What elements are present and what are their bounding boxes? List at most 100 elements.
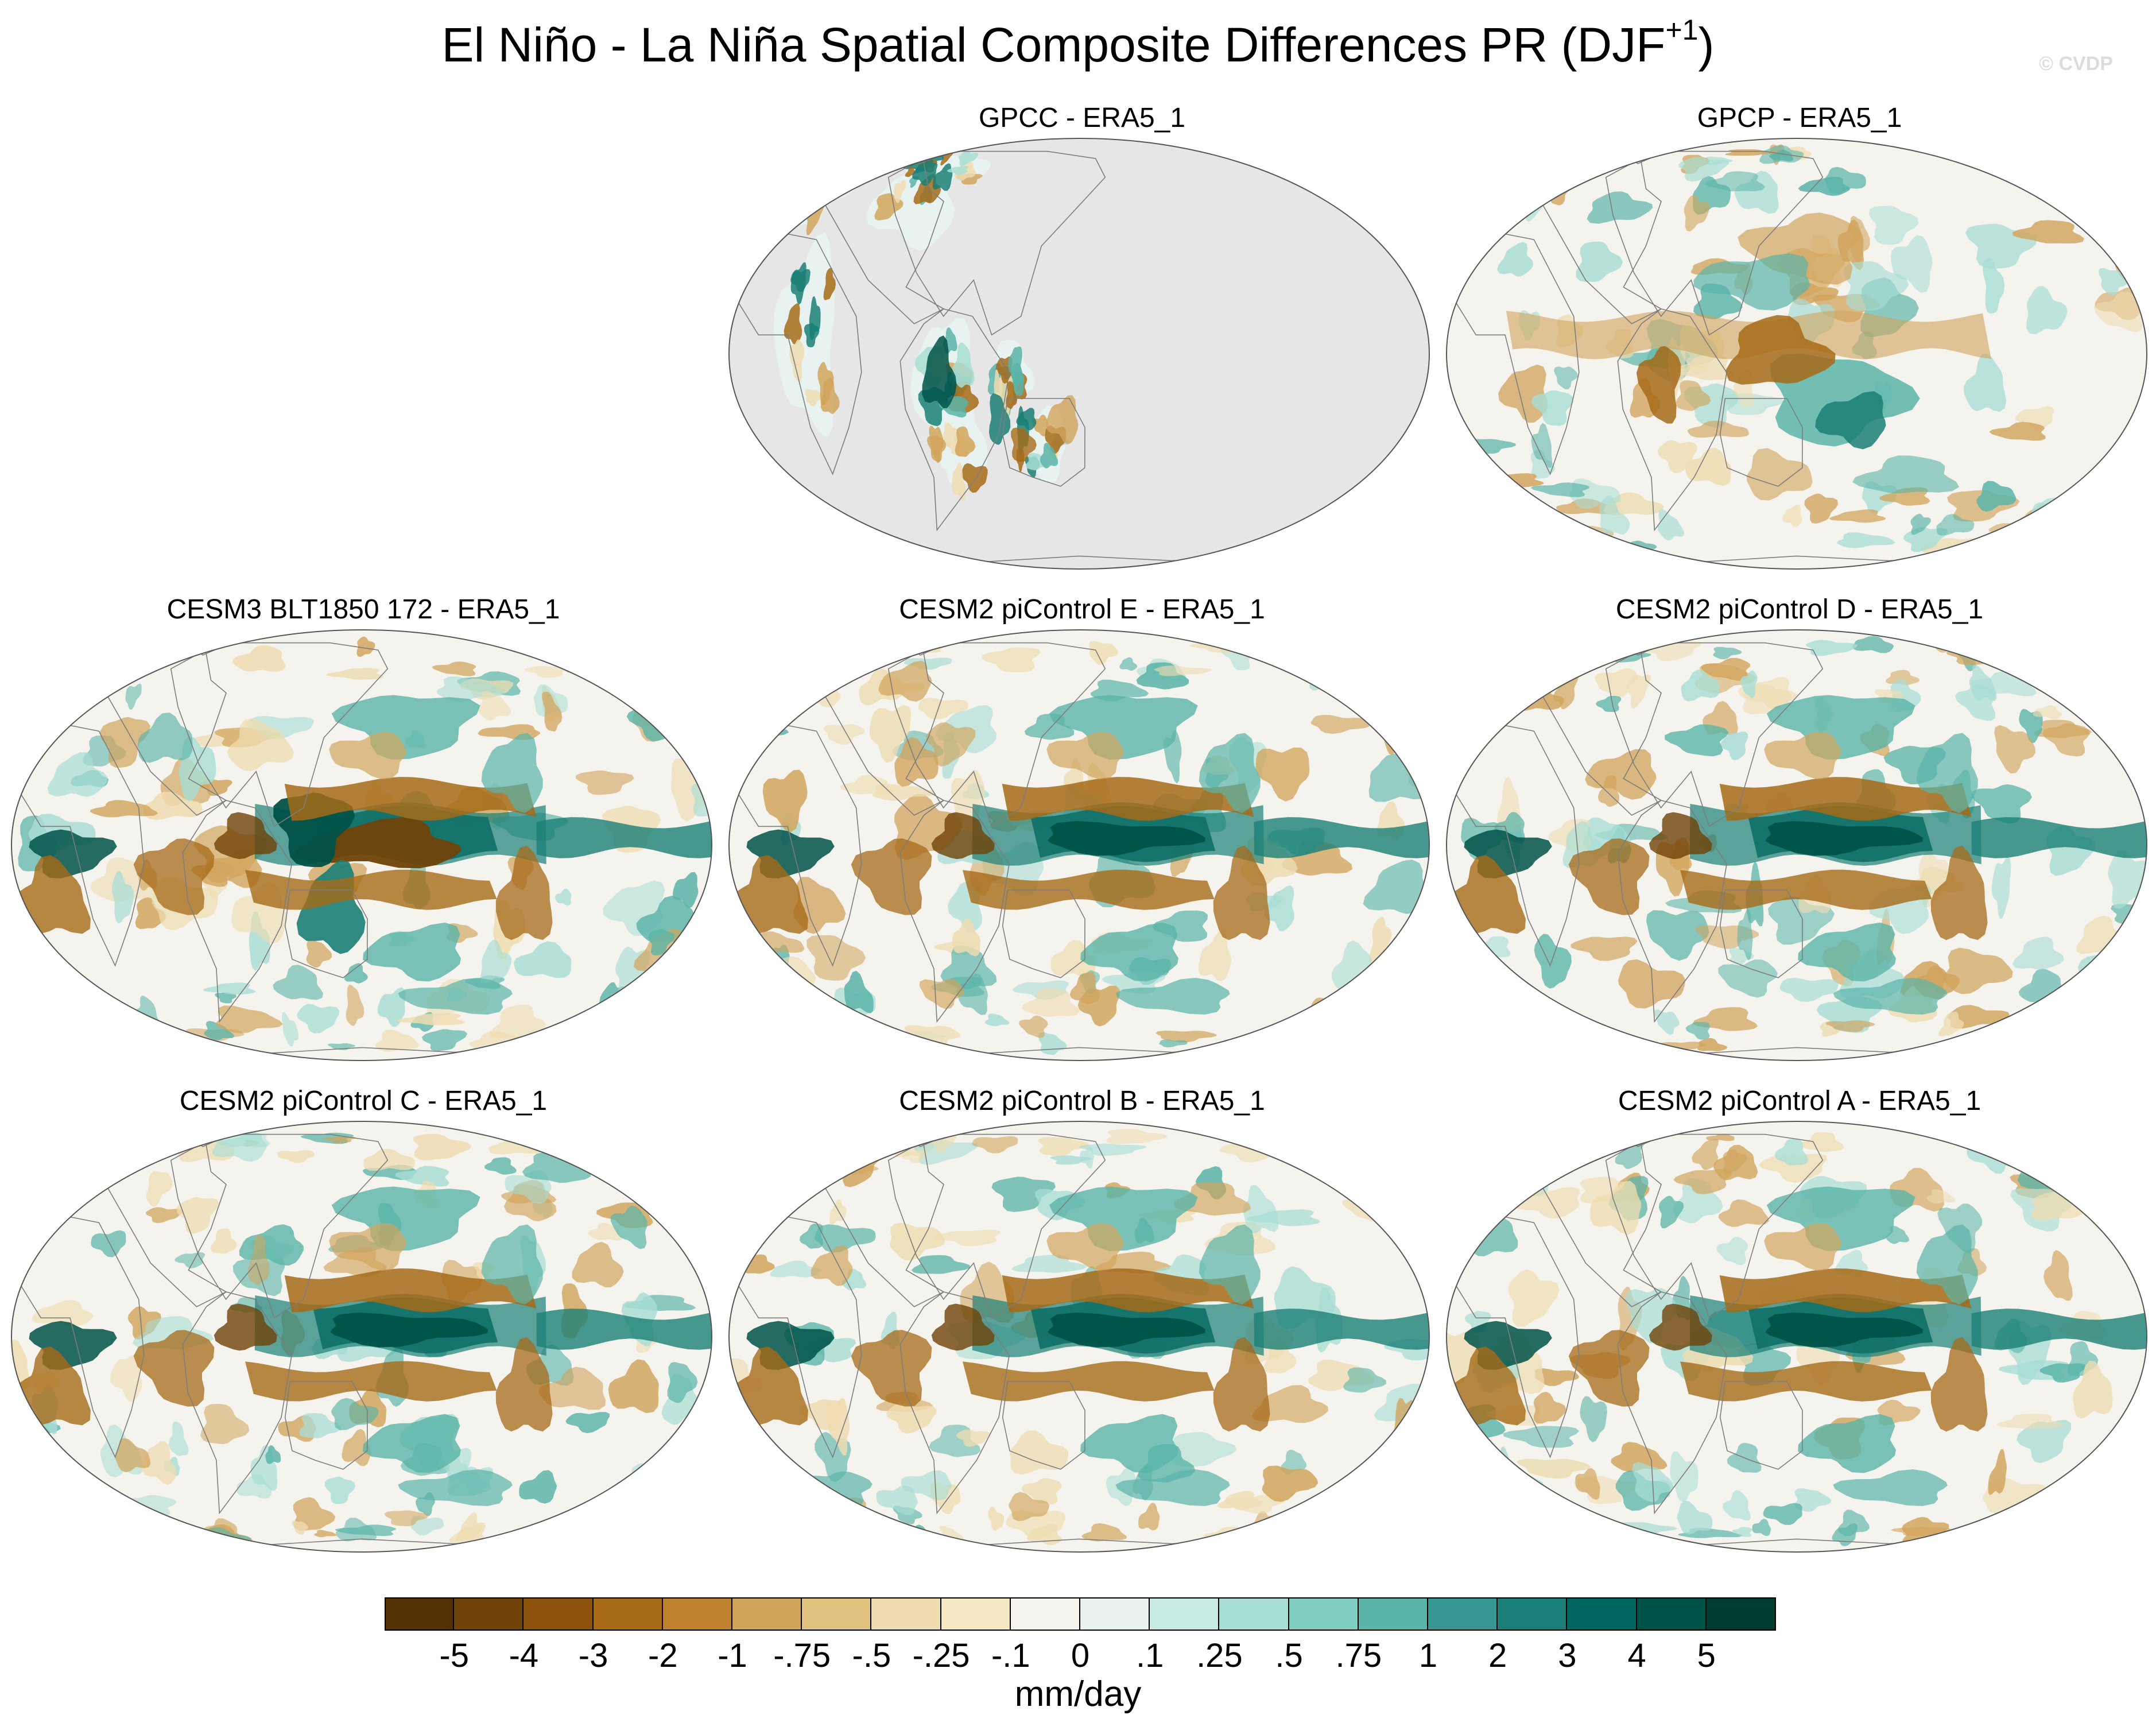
anomaly-patch xyxy=(2017,1419,2072,1463)
anomaly-patch xyxy=(1673,1169,1732,1195)
anomaly-patch xyxy=(1521,1031,1580,1044)
anomaly-patch xyxy=(796,1521,863,1532)
anomaly-patch xyxy=(488,1141,543,1155)
anomaly-patch xyxy=(911,1255,970,1274)
coastline xyxy=(1605,150,1824,336)
anomaly-patch xyxy=(1685,447,1732,486)
anomaly-patch xyxy=(356,636,375,657)
coastline xyxy=(1719,889,1803,978)
anomaly-patch xyxy=(1544,532,1597,559)
anomaly-patch xyxy=(215,1005,283,1034)
anomaly-patch xyxy=(1766,695,1915,760)
anomaly-patch xyxy=(2043,1250,2073,1301)
coastline xyxy=(1605,642,1824,827)
anomaly-patch xyxy=(1587,191,1653,224)
coastline xyxy=(1605,1133,1824,1319)
anomaly-patch xyxy=(1450,1466,1498,1510)
colorbar xyxy=(385,1597,1776,1631)
coastline xyxy=(170,1133,389,1319)
anomaly-patch xyxy=(281,1012,298,1047)
anomaly-patch xyxy=(1988,1449,2007,1495)
anomaly-patch xyxy=(1590,1181,1642,1235)
anomaly-patch xyxy=(236,1474,272,1499)
map-field xyxy=(1447,138,2147,569)
anomaly-patch xyxy=(1021,988,1080,1017)
anomaly-patch xyxy=(959,151,979,167)
anomaly-patch xyxy=(1967,1042,2006,1050)
anomaly-patch xyxy=(1016,408,1037,431)
anomaly-patch xyxy=(1798,922,1896,982)
anomaly-patch xyxy=(813,1042,839,1051)
anomaly-patch xyxy=(943,422,960,447)
map-field xyxy=(1447,1121,2147,1552)
anomaly-patch xyxy=(1269,1534,1296,1543)
anomaly-patch xyxy=(1262,1465,1319,1502)
anomaly-patch xyxy=(1449,1346,1526,1426)
anomaly-patch xyxy=(902,1150,928,1164)
anomaly-patch xyxy=(806,935,866,981)
anomaly-patch xyxy=(327,668,385,680)
anomaly-patch xyxy=(1718,959,1778,998)
coastline xyxy=(1617,308,1727,532)
south-dry-band xyxy=(1680,1361,1932,1402)
anomaly-patch xyxy=(988,393,1011,445)
anomaly-patch xyxy=(1779,978,1839,1002)
coastline xyxy=(1002,1381,1085,1470)
anomaly-patch xyxy=(1476,473,1544,487)
anomaly-patch xyxy=(1649,812,1712,860)
anomaly-patch xyxy=(1517,1458,1591,1479)
anomaly-patch xyxy=(876,1485,918,1515)
central-pacific-wet-core xyxy=(1048,821,1205,856)
anomaly-patch xyxy=(1247,1209,1321,1226)
anomaly-patch xyxy=(1692,1139,1719,1170)
colorbar-units: mm/day xyxy=(1014,1674,1142,1714)
anomaly-patch xyxy=(572,1241,624,1287)
central-pacific-wet-core xyxy=(1048,1312,1205,1348)
anomaly-patch xyxy=(1278,641,1312,664)
anomaly-patch xyxy=(363,922,461,982)
panel-title-cesm3: CESM3 BLT1850 172 - ERA5_1 xyxy=(166,594,560,625)
anomaly-patch xyxy=(1804,493,1839,524)
anomaly-patch xyxy=(306,939,332,968)
anomaly-patch xyxy=(1251,1385,1328,1423)
anomaly-patch xyxy=(478,690,511,721)
anomaly-patch xyxy=(851,1330,932,1407)
anomaly-patch xyxy=(952,342,975,388)
anomaly-patch xyxy=(323,1136,356,1143)
anomaly-patch xyxy=(851,838,932,915)
colorbar-box xyxy=(524,1597,594,1630)
anomaly-patch xyxy=(335,1524,396,1537)
south-dry-band xyxy=(245,1361,497,1402)
anomaly-patch xyxy=(903,657,952,670)
anomaly-patch xyxy=(901,1470,952,1500)
anomaly-patch xyxy=(1575,1468,1600,1500)
colorbar-box xyxy=(1706,1597,1776,1630)
anomaly-patch xyxy=(1852,455,1960,494)
anomaly-patch xyxy=(214,812,277,860)
anomaly-patch xyxy=(1916,733,1978,814)
anomaly-patch xyxy=(2019,709,2043,744)
anomaly-patch xyxy=(1774,1139,1809,1166)
anomaly-patch xyxy=(1021,1478,1062,1504)
anomaly-patch xyxy=(1382,972,1402,1002)
map-border xyxy=(11,1121,712,1553)
anomaly-patch xyxy=(1829,509,1886,523)
colorbar-tick-label: 5 xyxy=(1697,1637,1716,1674)
colorbar-box xyxy=(593,1597,663,1630)
map-field xyxy=(729,1121,1429,1552)
anomaly-patch xyxy=(554,888,572,906)
coastline xyxy=(887,150,1106,336)
anomaly-patch xyxy=(1213,1337,1270,1432)
colorbar-tick-label: -4 xyxy=(509,1637,539,1674)
anomaly-patch xyxy=(887,1040,938,1048)
anomaly-patch xyxy=(1155,1030,1217,1043)
anomaly-patch xyxy=(610,1206,647,1249)
anomaly-patch xyxy=(555,1526,616,1534)
map-cesm2-d xyxy=(1446,629,2147,1061)
coastline xyxy=(1617,1291,1727,1515)
anomaly-patch xyxy=(1720,732,1748,761)
anomaly-patch xyxy=(84,1526,143,1541)
anomaly-patch xyxy=(1964,353,2007,412)
anomaly-patch xyxy=(298,1413,341,1438)
anomaly-patch xyxy=(769,1260,821,1278)
